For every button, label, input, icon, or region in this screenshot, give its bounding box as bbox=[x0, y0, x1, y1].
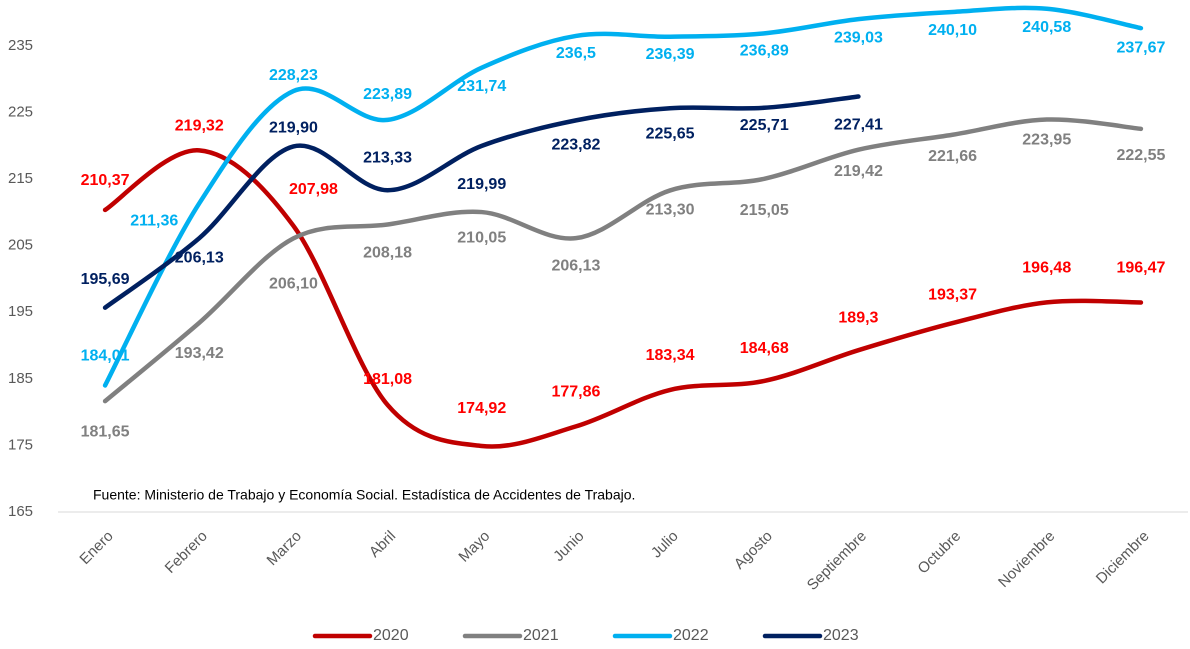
data-label: 193,37 bbox=[928, 286, 977, 303]
data-label: 236,89 bbox=[740, 43, 789, 60]
data-label: 223,95 bbox=[1022, 132, 1071, 149]
data-label: 223,89 bbox=[363, 86, 412, 103]
x-tick-label: Mayo bbox=[455, 528, 493, 566]
legend-label: 2021 bbox=[523, 627, 559, 644]
x-tick-label: Abril bbox=[366, 528, 399, 561]
legend-label: 2020 bbox=[373, 627, 409, 644]
data-label: 225,71 bbox=[740, 117, 789, 134]
data-label: 184,01 bbox=[81, 348, 130, 365]
data-label: 195,69 bbox=[81, 271, 130, 288]
y-tick-label: 165 bbox=[8, 503, 33, 520]
data-label: 219,99 bbox=[457, 176, 506, 193]
x-tick-label: Septiembre bbox=[804, 528, 870, 594]
x-tick-label: Enero bbox=[76, 528, 116, 568]
data-label: 237,67 bbox=[1116, 39, 1165, 56]
data-label: 183,34 bbox=[646, 347, 695, 364]
series-line bbox=[102, 5, 1144, 388]
data-label: 219,90 bbox=[269, 120, 318, 137]
y-tick-label: 205 bbox=[8, 237, 33, 254]
data-label: 181,08 bbox=[363, 371, 412, 388]
x-tick-label: Octubre bbox=[914, 528, 964, 578]
data-label: 239,03 bbox=[834, 29, 883, 46]
data-label: 207,98 bbox=[289, 181, 338, 198]
data-label: 210,05 bbox=[457, 229, 506, 246]
x-tick-label: Junio bbox=[550, 528, 587, 565]
y-tick-label: 175 bbox=[8, 436, 33, 453]
data-label: 223,82 bbox=[551, 137, 600, 154]
data-label: 196,48 bbox=[1022, 260, 1071, 277]
data-label: 193,42 bbox=[175, 345, 224, 362]
data-label: 219,42 bbox=[834, 163, 883, 180]
data-label: 227,41 bbox=[834, 117, 883, 134]
data-label: 211,36 bbox=[130, 213, 178, 230]
data-label: 231,74 bbox=[457, 78, 506, 95]
x-tick-label: Diciembre bbox=[1093, 528, 1153, 588]
x-tick-label: Noviembre bbox=[995, 528, 1058, 591]
data-label: 206,13 bbox=[551, 257, 600, 274]
data-label: 240,58 bbox=[1022, 19, 1071, 36]
x-tick-label: Marzo bbox=[264, 528, 305, 569]
data-label: 236,39 bbox=[646, 46, 695, 63]
data-label: 221,66 bbox=[928, 148, 977, 165]
data-label: 184,68 bbox=[740, 340, 789, 357]
data-label: 206,10 bbox=[269, 276, 318, 293]
data-label: 219,32 bbox=[175, 118, 224, 135]
data-label: 210,37 bbox=[81, 172, 130, 189]
data-label: 222,55 bbox=[1116, 147, 1165, 164]
y-tick-label: 235 bbox=[8, 37, 33, 54]
data-label: 228,23 bbox=[269, 67, 318, 84]
data-label: 196,47 bbox=[1116, 260, 1165, 277]
data-label: 208,18 bbox=[363, 245, 412, 262]
data-label: 225,65 bbox=[646, 125, 695, 142]
data-label: 213,30 bbox=[646, 202, 695, 219]
y-tick-label: 225 bbox=[8, 103, 33, 120]
series-line bbox=[102, 148, 1144, 449]
data-label: 236,5 bbox=[556, 45, 596, 62]
legend-label: 2023 bbox=[823, 627, 859, 644]
series-line bbox=[102, 94, 861, 310]
legend-label: 2022 bbox=[673, 627, 709, 644]
y-tick-label: 185 bbox=[8, 370, 33, 387]
data-label: 240,10 bbox=[928, 22, 977, 39]
data-label: 177,86 bbox=[551, 384, 600, 401]
data-label: 215,05 bbox=[740, 202, 789, 219]
data-label: 181,65 bbox=[81, 423, 130, 440]
source-note: Fuente: Ministerio de Trabajo y Economía… bbox=[93, 487, 635, 503]
x-tick-label: Febrero bbox=[162, 528, 211, 577]
x-tick-label: Agosto bbox=[731, 528, 776, 573]
y-tick-label: 195 bbox=[8, 303, 33, 320]
x-tick-label: Julio bbox=[648, 528, 682, 562]
data-label: 206,13 bbox=[175, 249, 224, 266]
data-label: 189,3 bbox=[838, 309, 878, 326]
data-label: 213,33 bbox=[363, 149, 412, 166]
data-label: 174,92 bbox=[457, 400, 506, 417]
series-line bbox=[102, 117, 1144, 404]
y-tick-label: 215 bbox=[8, 170, 33, 187]
